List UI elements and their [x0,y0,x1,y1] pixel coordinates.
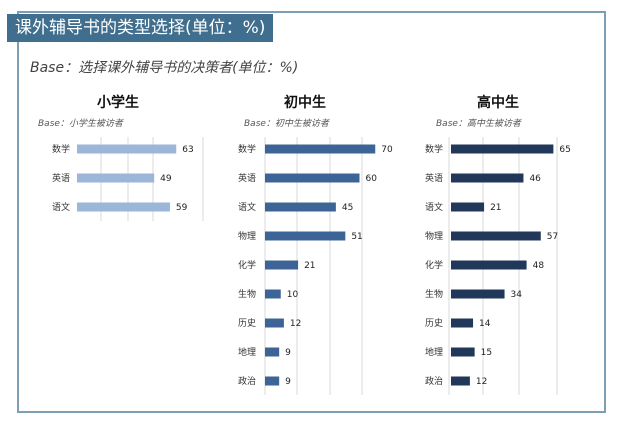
value-label-middle-5: 10 [287,290,299,300]
value-label-high-8: 12 [476,377,487,387]
value-label-high-3: 57 [547,232,558,242]
category-label-middle-1: 英语 [238,172,256,184]
value-label-middle-4: 21 [304,261,315,271]
value-label-middle-6: 12 [290,319,301,329]
value-label-middle-3: 51 [351,232,362,242]
value-label-high-0: 65 [559,145,570,155]
value-label-high-2: 21 [490,203,501,213]
panel-base-high: Base：高中生被访者 [436,119,521,129]
value-label-primary-2: 59 [176,203,188,213]
category-label-primary-1: 英语 [52,172,70,184]
bar-middle-7 [265,347,280,357]
value-label-high-4: 48 [533,261,545,271]
category-label-high-2: 语文 [425,201,443,213]
bar-middle-3 [265,231,346,241]
bar-high-3 [451,231,541,241]
chart-title: 课外辅导书的类型选择(单位：%) [7,14,274,42]
bar-primary-1 [77,173,155,183]
value-label-middle-8: 9 [285,377,291,387]
category-label-high-1: 英语 [425,172,443,184]
value-label-high-5: 34 [511,290,523,300]
panel-title-high: 高中生 [477,95,519,111]
bar-middle-5 [265,289,281,299]
bar-middle-0 [265,144,376,154]
value-label-middle-1: 60 [366,174,378,184]
category-label-middle-3: 物理 [238,230,256,242]
category-label-middle-7: 地理 [238,346,256,358]
category-label-high-8: 政治 [425,375,443,387]
bar-high-2 [451,202,485,212]
bar-high-1 [451,173,524,183]
category-label-high-0: 数学 [425,143,443,155]
bar-middle-1 [265,173,360,183]
bar-high-5 [451,289,505,299]
category-label-primary-2: 语文 [52,201,70,213]
category-label-high-6: 历史 [425,317,443,329]
category-label-middle-5: 生物 [238,288,256,300]
value-label-high-7: 15 [481,348,492,358]
value-label-high-6: 14 [479,319,491,329]
bar-high-0 [451,144,554,154]
category-label-middle-2: 语文 [238,201,256,213]
panel-title-middle: 初中生 [284,95,326,111]
bar-high-7 [451,347,475,357]
category-label-high-3: 物理 [425,230,443,242]
value-label-primary-1: 49 [160,174,172,184]
category-label-high-5: 生物 [425,288,443,300]
bar-high-6 [451,318,474,328]
category-label-middle-0: 数学 [238,143,256,155]
category-label-middle-6: 历史 [238,317,256,329]
bar-middle-8 [265,376,280,386]
chart-subtitle: Base：选择课外辅导书的决策者(单位：%) [30,60,299,76]
bar-primary-0 [77,144,177,154]
value-label-middle-0: 70 [381,145,393,155]
bar-high-4 [451,260,527,270]
panel-base-primary: Base：小学生被访者 [38,119,123,129]
category-label-primary-0: 数学 [52,143,70,155]
bar-high-8 [451,376,470,386]
bar-primary-2 [77,202,170,212]
chart-frame [17,11,606,413]
category-label-middle-4: 化学 [238,259,256,271]
category-label-high-7: 地理 [425,346,443,358]
panel-title-primary: 小学生 [97,95,139,111]
bar-middle-6 [265,318,284,328]
value-label-primary-0: 63 [182,145,193,155]
value-label-high-1: 46 [529,174,541,184]
category-label-middle-8: 政治 [238,375,256,387]
bar-middle-2 [265,202,336,212]
value-label-middle-2: 45 [342,203,353,213]
category-label-high-4: 化学 [425,259,443,271]
panel-base-middle: Base：初中生被访者 [244,119,329,129]
bar-middle-4 [265,260,299,270]
value-label-middle-7: 9 [285,348,291,358]
